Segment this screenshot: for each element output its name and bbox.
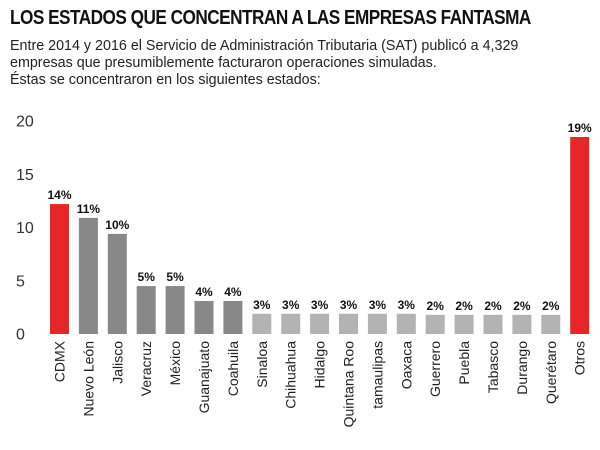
data-labels: 14% 11% 10% 5% 5% 4% 4% 3% 3% 3% 3% 3% 3% 2% 2% 2% 2% 2% 1… — [47, 121, 592, 313]
y-tick-label: 10 — [16, 220, 34, 237]
data-label: 3% — [369, 298, 387, 312]
data-label: 14% — [47, 188, 71, 202]
x-tick-label: Tabasco — [485, 341, 501, 393]
x-tick-label: Otros — [572, 341, 588, 375]
y-tick-label: 15 — [16, 167, 34, 184]
data-label: 3% — [282, 298, 300, 312]
data-label: 2% — [513, 299, 531, 313]
x-tick-label: Querétaro — [543, 341, 559, 404]
bar — [541, 314, 561, 334]
bar — [107, 233, 127, 334]
data-label: 5% — [138, 270, 156, 284]
data-label: 2% — [542, 299, 560, 313]
bar — [512, 314, 532, 334]
bar — [223, 300, 243, 334]
x-tick-label: Durango — [514, 341, 530, 395]
x-tick-label: Hidalgo — [312, 341, 328, 389]
x-tick-label: Guanajuato — [196, 341, 212, 414]
bar — [339, 313, 358, 334]
x-tick-label: Sinaloa — [254, 341, 270, 388]
y-axis: 0 5 10 15 20 — [16, 114, 34, 344]
data-label: 19% — [568, 121, 592, 135]
bar — [483, 314, 503, 334]
data-label: 2% — [427, 299, 445, 313]
chart-title: LOS ESTADOS QUE CONCENTRAN A LAS EMPRESA… — [10, 7, 531, 29]
data-label: 3% — [253, 298, 271, 312]
bar — [310, 313, 330, 334]
bar — [570, 136, 590, 334]
bar — [396, 313, 416, 334]
x-tick-label: Coahuila — [225, 341, 241, 396]
x-tick-label: México — [167, 341, 183, 386]
data-label: 3% — [340, 298, 358, 312]
data-label: 5% — [166, 270, 184, 284]
bar — [136, 286, 156, 334]
subtitle-line: empresas que presumiblemente facturaron … — [10, 55, 437, 71]
x-tick-label: Nuevo León — [80, 341, 96, 417]
y-tick-label: 0 — [16, 327, 25, 344]
bar — [425, 314, 445, 334]
x-tick-label: Quintana Roo — [341, 341, 357, 428]
x-tick-label: Jalisco — [109, 341, 125, 384]
bar — [454, 314, 474, 334]
data-label: 3% — [398, 298, 416, 312]
x-axis: CDMX Nuevo León Jalisco Veracruz México Guana… — [52, 340, 588, 427]
data-label: 4% — [195, 285, 213, 299]
data-label: 4% — [224, 285, 242, 299]
data-label: 11% — [77, 202, 101, 216]
data-label: 2% — [455, 299, 473, 313]
bar — [194, 300, 214, 334]
x-tick-label: Guerrero — [427, 341, 443, 397]
bar — [165, 286, 185, 334]
x-tick-label: tamaulipas — [369, 341, 385, 409]
y-tick-label: 5 — [16, 273, 25, 290]
bars — [50, 136, 590, 334]
bar — [50, 204, 69, 334]
subtitle-line: Entre 2014 y 2016 el Servicio de Adminis… — [10, 38, 519, 54]
x-tick-label: CDMX — [52, 340, 68, 382]
bar — [281, 313, 301, 334]
data-label: 3% — [311, 298, 329, 312]
bar — [367, 313, 387, 334]
chart-subtitle: Entre 2014 y 2016 el Servicio de Adminis… — [10, 38, 600, 89]
data-label: 2% — [484, 299, 502, 313]
x-tick-label: Chihuahua — [283, 341, 299, 409]
bar — [78, 217, 98, 334]
data-label: 10% — [105, 218, 129, 232]
subtitle-line: Éstas se concentraron en los siguientes … — [10, 72, 321, 88]
x-tick-label: Puebla — [456, 341, 472, 385]
x-tick-label: Oaxaca — [398, 341, 414, 389]
bar — [252, 313, 272, 334]
x-tick-label: Veracruz — [138, 341, 154, 396]
y-tick-label: 20 — [16, 114, 34, 131]
